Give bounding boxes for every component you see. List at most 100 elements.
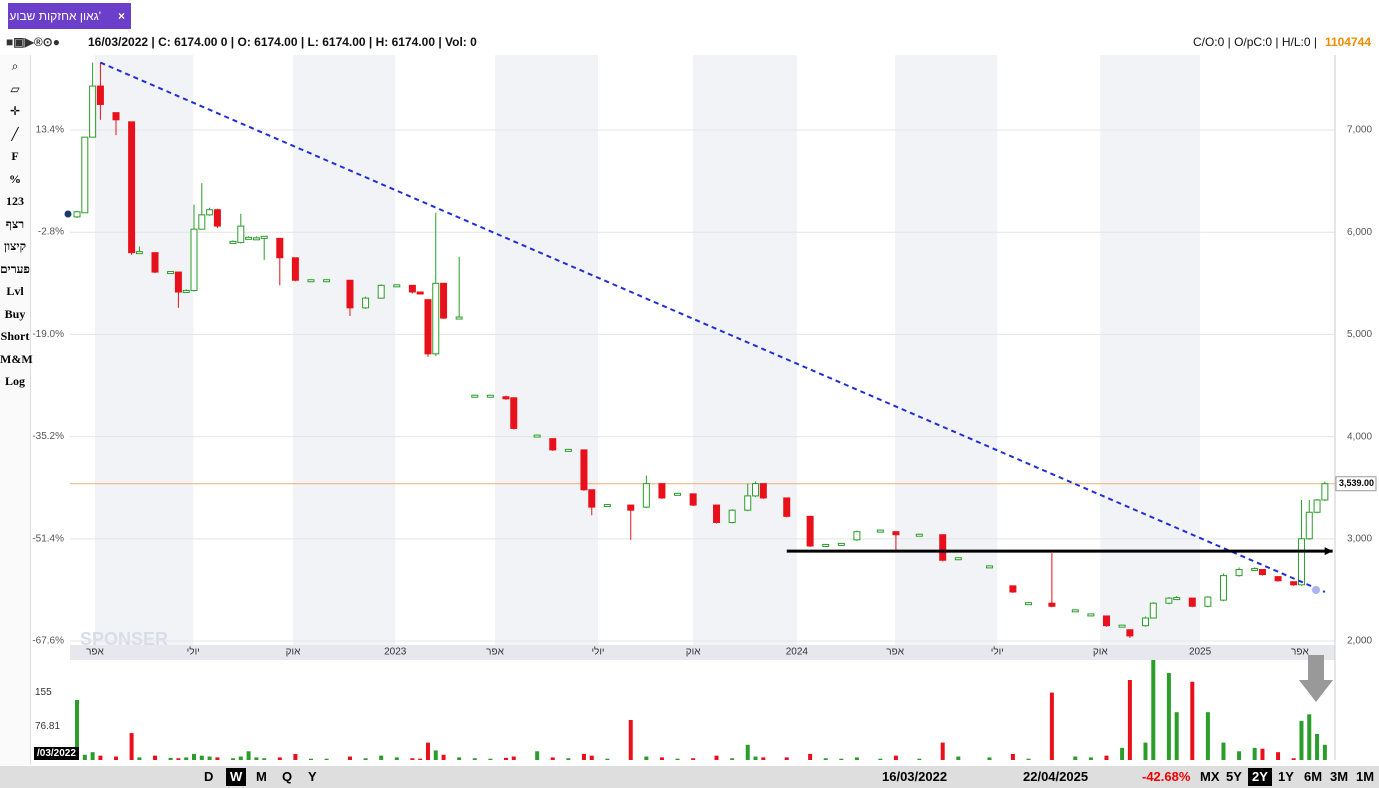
header-id: 1104744 <box>1324 35 1371 49</box>
candle-body <box>752 483 760 497</box>
y2-tick-label: -35.2% <box>32 431 64 442</box>
x-tick-label: יולי <box>591 646 604 658</box>
range-button[interactable]: 6M <box>1304 769 1323 784</box>
volume-bar <box>1190 681 1195 760</box>
tool[interactable]: M&M <box>0 351 33 366</box>
candle-body <box>89 85 97 138</box>
volume-bar <box>254 757 259 760</box>
month-band <box>1100 55 1201 645</box>
candle-body <box>658 483 666 499</box>
volume-bar <box>238 756 243 760</box>
range-button[interactable]: 1Y <box>1278 769 1294 784</box>
volume-bar <box>1104 755 1109 760</box>
volume-bar <box>1049 692 1054 760</box>
candle-body <box>206 209 214 216</box>
volume-bar <box>956 756 961 760</box>
tab-close[interactable]: × <box>118 9 126 23</box>
volume-bar <box>184 757 189 760</box>
y-tick-label: 7,000 <box>1347 125 1372 136</box>
candle-body <box>213 209 221 227</box>
candle-body <box>744 495 752 511</box>
volume-bar <box>1276 752 1281 760</box>
watermark: SPONSER <box>80 629 168 649</box>
volume-bar <box>753 756 758 760</box>
x-axis-strip <box>70 645 1335 660</box>
x-tick-label: 2023 <box>384 647 407 658</box>
tab[interactable]: × גאון אחזקות שבוע' <box>8 3 131 29</box>
volume-bar <box>550 757 555 760</box>
range-button[interactable]: 2Y <box>1248 768 1272 786</box>
candle-body <box>1149 602 1157 619</box>
x-tick-label: אפר <box>486 647 504 658</box>
tool-icon[interactable]: ▱ <box>10 81 20 96</box>
candle-body <box>564 448 572 452</box>
candle-body <box>151 252 159 273</box>
candle-body <box>783 497 791 517</box>
tool[interactable]: Buy <box>4 306 26 321</box>
tool[interactable]: רצף <box>5 216 25 231</box>
candle-body <box>1219 575 1227 601</box>
period-button[interactable]: W <box>226 768 247 786</box>
tool[interactable]: פערים <box>0 261 30 276</box>
volume-bar <box>808 753 813 760</box>
candle-body <box>393 284 401 288</box>
tool-icon[interactable]: ⌕ <box>11 59 19 73</box>
tool-icon[interactable]: ✛ <box>9 104 21 118</box>
period-button[interactable]: D <box>204 769 214 784</box>
tool[interactable]: קיצון <box>4 239 26 253</box>
range-button[interactable]: 3M <box>1330 769 1349 784</box>
candle-body <box>96 85 104 105</box>
candle-body <box>1141 617 1149 627</box>
candle-body <box>377 284 385 299</box>
volume-bar <box>246 751 251 760</box>
volume-bar <box>441 754 446 760</box>
candle-body <box>603 504 611 508</box>
candle-body <box>1305 511 1313 540</box>
candle-body <box>837 542 845 546</box>
candle-body <box>533 434 541 438</box>
x-tick-label: 2024 <box>786 647 809 658</box>
candle-body <box>276 237 284 259</box>
volume-bar <box>1221 742 1226 760</box>
volume-bar <box>987 757 992 760</box>
chart: SPONSER 7,000 6,000 5,000 4,000 3,000 2,000 13.… <box>32 55 1377 760</box>
y-tick-label: 5,000 <box>1347 329 1372 340</box>
candle-body <box>128 121 136 254</box>
tool[interactable]: F <box>11 149 19 163</box>
candle-body <box>1188 597 1196 607</box>
period-button[interactable]: M <box>256 769 267 784</box>
header-left: 16/03/2022 | C: 6174.00 0 | O: 6174.00 |… <box>88 35 477 49</box>
tool[interactable]: % <box>9 171 21 186</box>
tool[interactable]: 123 <box>6 194 24 208</box>
volume-bar <box>1174 712 1179 760</box>
range-button[interactable]: 1M <box>1356 769 1375 784</box>
candle-body <box>1118 624 1126 628</box>
end-date[interactable]: 22/04/2025 <box>1023 769 1089 784</box>
header-icons[interactable]: ■▣▶®⊙● <box>6 35 60 49</box>
volume-bar <box>839 758 844 760</box>
candle-body <box>1251 567 1259 571</box>
candle-body <box>713 504 721 523</box>
volume-bar <box>714 755 719 760</box>
range-button[interactable]: 5Y <box>1226 769 1242 784</box>
period-button[interactable]: Y <box>308 769 317 784</box>
volume-bar <box>659 757 664 760</box>
volume-bar <box>82 754 87 760</box>
volume-bar <box>433 750 438 760</box>
y2-tick-label: -2.8% <box>38 227 64 238</box>
tool[interactable]: Log <box>4 374 25 388</box>
volume-bar <box>168 757 173 760</box>
period-button[interactable]: Q <box>282 769 293 784</box>
candle-body <box>440 282 448 319</box>
range-button[interactable]: MX <box>1200 769 1220 784</box>
tool[interactable]: Short <box>0 329 30 343</box>
volume-bar <box>488 758 493 760</box>
candle-body <box>1024 602 1032 606</box>
bottom-toolbar: D W M Q Y 16/03/2022 22/04/2025 -42.68% MX 5Y 2Y 1Y… <box>0 766 1379 788</box>
x-tick-label: אפר <box>886 647 904 658</box>
tool-icon[interactable]: ╱ <box>11 126 19 141</box>
header-right: C/O:0 | O/pC:0 | H/L:0 | <box>1192 35 1317 49</box>
start-date[interactable]: 16/03/2022 <box>882 769 948 784</box>
tool[interactable]: Lvl <box>6 284 24 298</box>
volume-bar <box>277 757 282 760</box>
